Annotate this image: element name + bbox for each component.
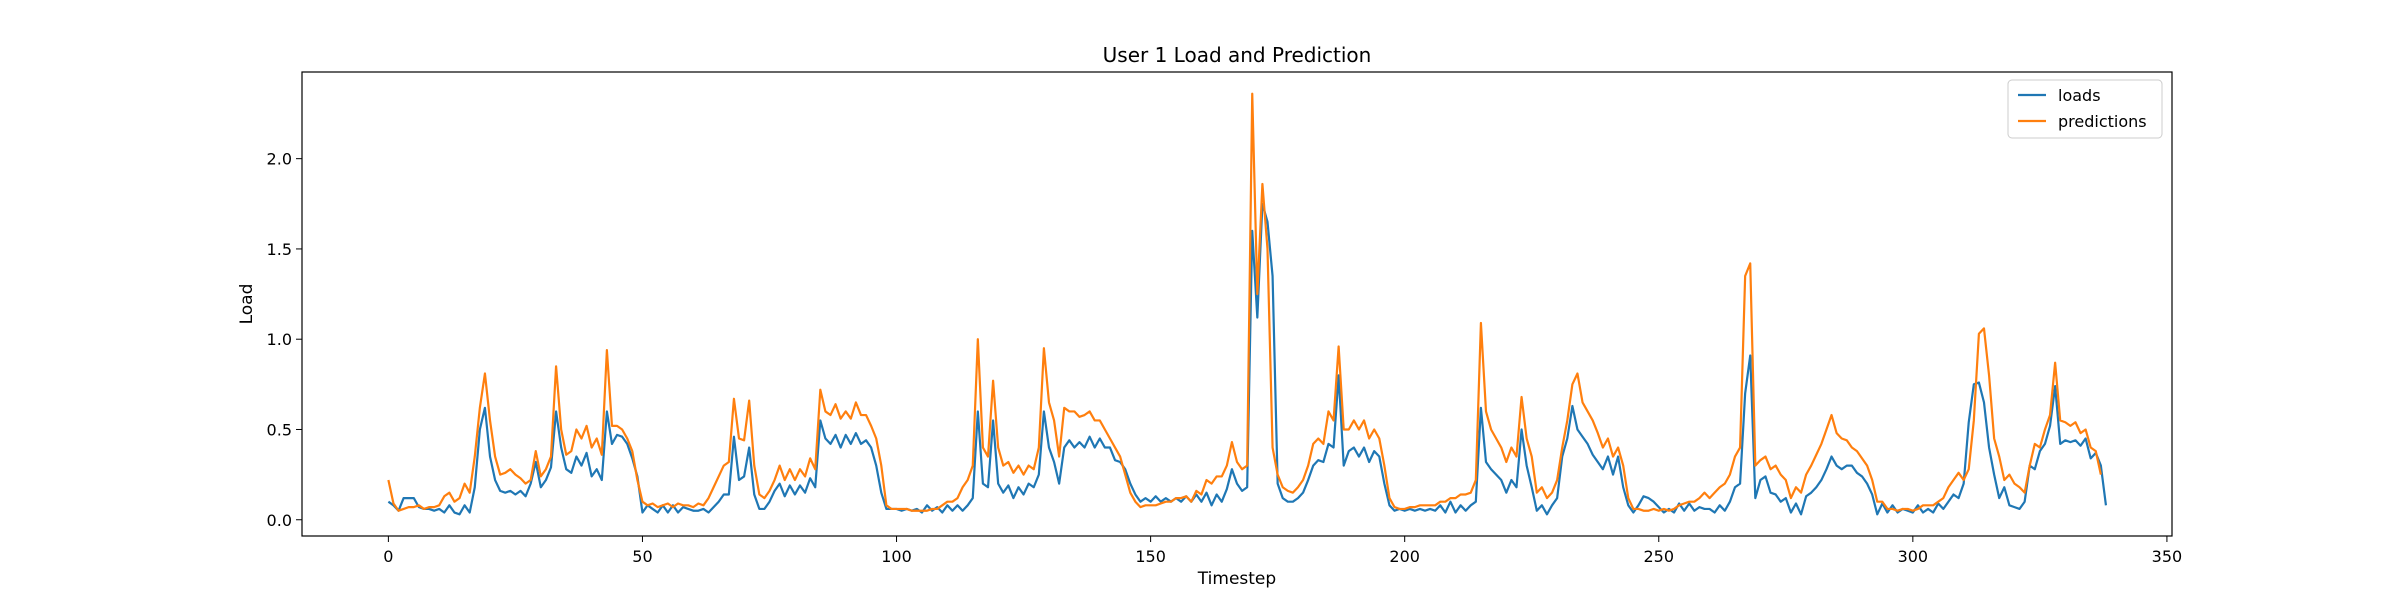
legend-box <box>2007 79 2163 139</box>
y-tick-label: 0.5 <box>267 420 292 439</box>
x-axis-label: Timestep <box>1197 569 1276 589</box>
legend: loads predictions <box>2007 79 2163 139</box>
y-axis: 0.0 0.5 1.0 1.5 2.0 <box>267 150 302 530</box>
x-axis: 0 50 100 150 200 250 300 350 <box>383 536 2182 566</box>
chart-title: User 1 Load and Prediction <box>1103 43 1372 67</box>
plot-frame <box>301 71 2173 537</box>
legend-label-loads: loads <box>2058 86 2101 105</box>
x-tick-label: 250 <box>1643 547 1674 566</box>
y-tick-label: 0.0 <box>267 511 292 530</box>
x-tick-label: 300 <box>1898 547 1929 566</box>
y-tick-label: 2.0 <box>267 150 292 169</box>
y-tick-label: 1.0 <box>267 330 292 349</box>
legend-label-predictions: predictions <box>2058 112 2147 131</box>
x-tick-label: 100 <box>881 547 912 566</box>
series-line-predictions <box>387 92 2102 512</box>
y-axis-label: Load <box>237 284 257 325</box>
x-tick-label: 50 <box>632 547 652 566</box>
y-tick-label: 1.5 <box>267 240 292 259</box>
x-tick-label: 0 <box>383 547 393 566</box>
x-tick-label: 350 <box>2152 547 2183 566</box>
x-tick-label: 200 <box>1389 547 1420 566</box>
series-line-loads <box>387 202 2108 516</box>
plot-area <box>387 92 2108 516</box>
x-tick-label: 150 <box>1135 547 1166 566</box>
